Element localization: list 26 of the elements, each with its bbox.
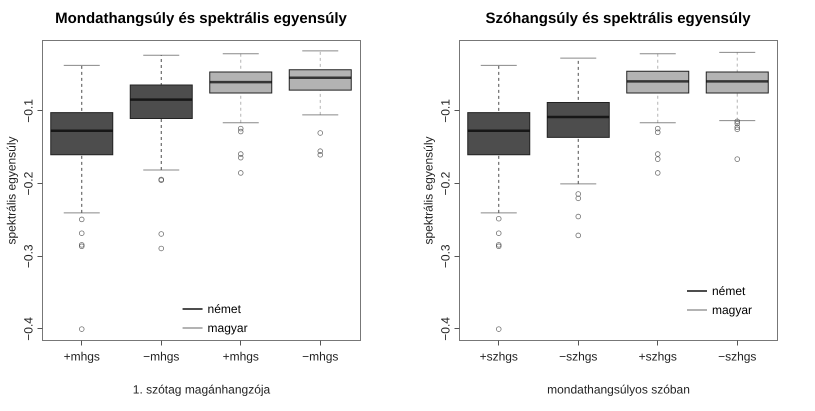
y-axis-title: spektrális egyensúly [4,136,18,245]
y-tick-label: −0.3 [438,244,452,268]
x-tick-label: +mhgs [64,350,100,364]
x-axis-title: mondathangsúlyos szóban [547,382,690,396]
chart-title: Mondathangsúly és spektrális egyensúly [55,10,348,27]
y-tick-label: −0.4 [438,316,452,341]
x-tick-label: +szhgs [480,350,518,364]
chart-title: Szóhangsúly és spektrális egyensúly [485,10,752,27]
y-axis-title: spektrális egyensúly [422,136,436,245]
x-axis-title: 1. szótag magánhangzója [132,382,271,396]
x-tick-label: +mhgs [222,350,259,364]
x-tick-label: −szhgs [718,350,756,364]
legend-label: magyar [712,303,752,317]
legend-label: német [208,302,242,316]
legend-label: magyar [208,321,248,335]
y-tick-label: −0.3 [22,244,36,268]
y-tick-label: −0.2 [438,171,452,196]
x-tick-label: −mhgs [302,350,338,364]
x-tick-label: −mhgs [143,350,180,364]
legend-label: német [712,284,746,298]
y-tick-label: −0.4 [22,316,36,341]
y-tick-label: −0.1 [438,98,452,123]
x-tick-label: +szhgs [638,350,677,364]
y-tick-label: −0.1 [22,98,36,123]
x-tick-label: −szhgs [559,350,598,364]
y-tick-label: −0.2 [22,171,36,196]
